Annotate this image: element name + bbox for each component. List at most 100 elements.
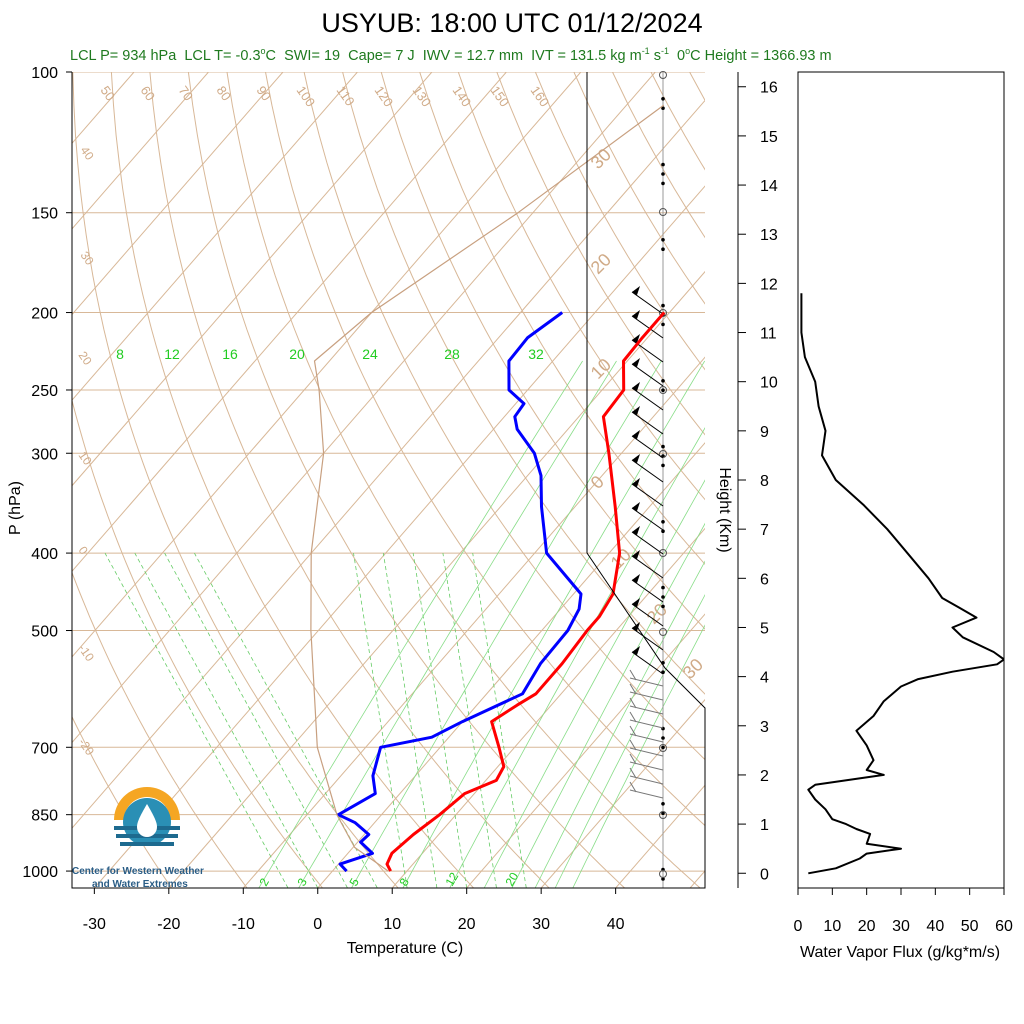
height-tick-label: 12 — [760, 276, 778, 293]
lcl-t-unit: C — [265, 47, 277, 64]
t-tick-label: -10 — [232, 916, 255, 933]
iwv: IWV = 12.7 mm — [422, 47, 524, 64]
logo-text-1: Center for Western Weather — [72, 866, 204, 877]
mixing-ratio-line — [572, 624, 705, 888]
isotherm-line — [466, 613, 705, 888]
barb-dot — [661, 585, 665, 590]
isotherm-label: 40 — [78, 144, 97, 163]
t-tick-label: -30 — [83, 916, 106, 933]
calm-circle — [659, 71, 667, 79]
ivt-exp-1: -1 — [641, 46, 650, 56]
isotherm-label: -10 — [76, 642, 98, 665]
freezing-height: C Height = 1366.93 m — [690, 47, 832, 64]
isotherm-label: 30 — [78, 249, 97, 268]
mixing-ratio-label: 20 — [502, 870, 521, 889]
wind-barb-pennant — [632, 334, 640, 343]
t-tick-label: 40 — [607, 916, 625, 933]
wind-barb-pennant — [632, 310, 640, 319]
isotherm-line — [72, 72, 656, 744]
dry-adiabat-label: 80 — [214, 83, 235, 103]
mixing-ratio-line — [534, 560, 705, 888]
mixing-ratio-label: 12 — [442, 870, 461, 889]
isotherm-line — [765, 72, 1024, 888]
dry-adiabat — [534, 72, 705, 371]
height-tick-label: 1 — [760, 817, 769, 834]
moist-adiabat — [194, 552, 378, 888]
flux-tick-label: 10 — [823, 918, 841, 935]
dry-adiabat — [612, 72, 705, 239]
dry-adiabat-label: 160 — [528, 83, 553, 109]
barb-dot — [661, 604, 665, 609]
mixing-ratio-line — [483, 479, 705, 888]
height-tick-label: 9 — [760, 424, 769, 441]
wind-barb-shaft — [631, 291, 664, 315]
wind-barb-shaft — [631, 459, 664, 483]
wind-barb-pennant — [632, 574, 640, 583]
barb-dot — [661, 745, 665, 750]
x-axis-label: Temperature (C) — [347, 940, 463, 957]
dry-adiabat — [226, 72, 701, 888]
dry-adiabat-label: 50 — [98, 83, 119, 103]
isotherm-label: 10 — [607, 545, 635, 573]
moist-adiabat — [134, 552, 319, 888]
mixing-ratio-label: 2 — [256, 875, 272, 888]
calm-circle — [659, 309, 667, 317]
freezing-sup: o — [685, 46, 691, 56]
barb-dot — [661, 463, 665, 468]
isotherm-label: 30 — [679, 655, 707, 683]
barb-dot — [661, 162, 665, 167]
dry-adiabat — [303, 72, 705, 761]
t-tick-label: 20 — [458, 916, 476, 933]
wind-barb-pennant — [632, 550, 640, 559]
flux-tick-label: 50 — [961, 918, 979, 935]
barb-dot — [661, 444, 665, 449]
logo-text-2: and Water Extremes — [92, 879, 188, 890]
mixing-ratio-label: 32 — [528, 346, 544, 362]
dry-adiabat — [457, 72, 705, 501]
dry-adiabat — [149, 72, 550, 888]
height-tick-label: 10 — [760, 375, 778, 392]
dry-adiabat — [72, 72, 399, 888]
wind-barb-pennant — [632, 406, 640, 415]
mixing-ratio-label: 12 — [164, 346, 180, 362]
barb-dot — [661, 97, 665, 101]
isotherm-line — [72, 72, 284, 316]
moist-adiabat — [382, 553, 438, 888]
barb-dot — [661, 247, 665, 251]
moist-adiabat — [104, 552, 289, 888]
logo-drop — [137, 804, 157, 837]
isotherm-line — [93, 185, 705, 888]
isotherm-line — [72, 72, 135, 145]
height-tick-label: 15 — [760, 129, 778, 146]
swi: SWI= 19 — [284, 47, 341, 64]
skewt-frame — [71, 72, 706, 889]
barb-dot — [661, 303, 665, 308]
dry-adiabat-label: 110 — [334, 83, 358, 109]
cape: Cape= 7 J — [348, 47, 415, 64]
calm-circle — [659, 870, 667, 878]
isotherm-line — [72, 72, 433, 487]
dry-adiabat — [650, 72, 705, 171]
height-tick-label: 7 — [760, 522, 769, 539]
wind-barb-pennant — [632, 358, 640, 367]
barb-dot — [661, 877, 665, 881]
isotherm-line — [72, 72, 358, 401]
barb-dot — [661, 322, 665, 327]
calm-circle — [659, 208, 667, 216]
logo-sun-arc — [114, 787, 180, 820]
moist-adiabat — [164, 552, 348, 888]
moist-adiabat — [353, 553, 408, 888]
wind-barb-shaft — [631, 603, 664, 627]
p-tick-label: 100 — [31, 65, 58, 82]
wind-barb-pennant — [632, 622, 640, 631]
isotherm-line — [391, 527, 705, 888]
barb-dot — [661, 529, 665, 533]
moist-adiabat — [472, 553, 527, 888]
wind-barb-shaft — [631, 579, 664, 603]
flux-tick-label: 60 — [995, 918, 1013, 935]
barb-dot — [661, 736, 665, 740]
mixing-ratio-label: 24 — [362, 346, 378, 362]
cw3e-logo: Center for Western Weather and Water Ext… — [72, 787, 204, 890]
dry-adiabat — [110, 72, 474, 888]
mixing-ratio-line — [511, 522, 705, 888]
